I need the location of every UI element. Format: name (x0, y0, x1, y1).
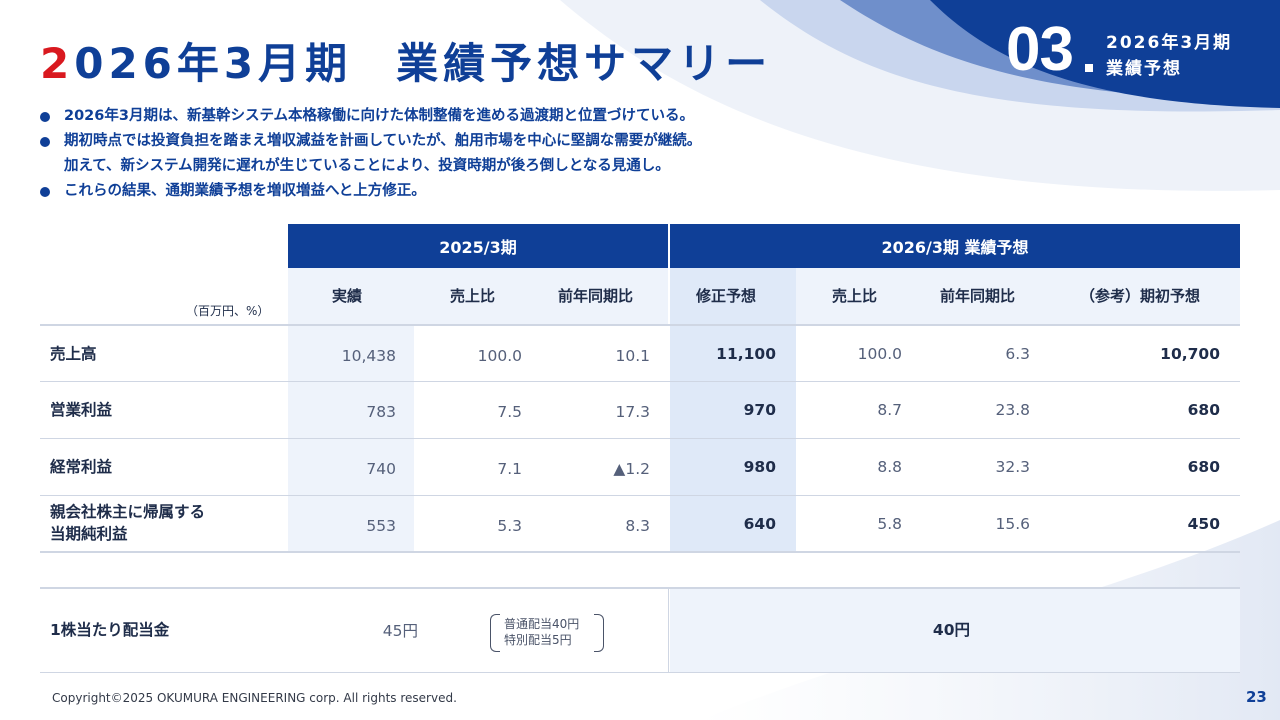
cell-op-revised: 970 (743, 401, 776, 419)
header-shade-prev (414, 268, 668, 324)
col-header-yoy-curr: 前年同期比 (940, 287, 1016, 305)
row-label-dividend: 1株当たり配当金 (50, 621, 170, 639)
cell-net-ratio-prev: 5.3 (497, 517, 522, 535)
bracket-left-icon (490, 614, 500, 652)
cell-net-actual: 553 (366, 517, 396, 535)
dividend-breakdown-note: 普通配当40円 特別配当5円 (490, 614, 604, 652)
cell-net-ratio-curr: 5.8 (877, 515, 902, 533)
header-shade-curr (796, 268, 1240, 324)
table-divider (40, 587, 1240, 589)
bullet-item: 2026年3月期は、新基幹システム本格稼働に向けた体制整備を進める過渡期と位置づ… (40, 104, 920, 129)
footer-copyright: Copyright©2025 OKUMURA ENGINEERING corp.… (52, 691, 457, 705)
bullet-dot-icon (40, 112, 50, 122)
table-divider (40, 324, 1240, 326)
col-header-revised: 修正予想 (696, 287, 757, 305)
cell-net-revised: 640 (743, 515, 776, 533)
cell-op-initial: 680 (1187, 401, 1220, 419)
bullet-item-continuation: 加えて、新システム開発に遅れが生じていることにより、投資時期が後ろ倒しとなる見通… (64, 158, 670, 174)
cell-dividend-curr: 40円 (932, 621, 970, 639)
col-header-ratio-prev: 売上比 (450, 287, 496, 305)
cell-ord-revised: 980 (743, 458, 776, 476)
cell-op-yoy-prev: 17.3 (615, 403, 650, 421)
row-label-sales: 売上高 (50, 345, 97, 363)
cell-op-yoy-curr: 23.8 (995, 401, 1030, 419)
dividend-note-ordinary: 普通配当40円 (504, 617, 580, 631)
cell-ord-yoy-prev: ▲1.2 (613, 460, 650, 478)
row-label-net-income: 親会社株主に帰属する 当期純利益 (50, 501, 205, 545)
section-dot (1085, 64, 1093, 72)
cell-dividend-prev: 45円 (382, 622, 418, 640)
table-divider (40, 495, 1240, 496)
page-number: 23 (1246, 688, 1267, 706)
bullet-item: これらの結果、通期業績予想を増収増益へと上方修正。 (40, 179, 920, 204)
cell-ord-ratio-prev: 7.1 (497, 460, 522, 478)
cell-ord-initial: 680 (1187, 458, 1220, 476)
cell-sales-yoy-prev: 10.1 (615, 347, 650, 365)
bullet-dot-icon (40, 187, 50, 197)
cell-op-actual: 783 (366, 403, 396, 421)
cell-op-ratio-prev: 7.5 (497, 403, 522, 421)
section-label-line2: 業績予想 (1106, 59, 1182, 79)
prev-actual-shade (288, 268, 414, 552)
table-divider (40, 438, 1240, 439)
section-number: 03 (1006, 15, 1074, 84)
table-divider (40, 672, 1240, 673)
cell-sales-yoy-curr: 6.3 (1005, 345, 1030, 363)
bullet-item: 期初時点では投資負担を踏まえ増収減益を計画していたが、舶用市場を中心に堅調な需要… (40, 129, 920, 154)
cell-sales-ratio-curr: 100.0 (857, 345, 902, 363)
bullet-dot-icon (40, 137, 50, 147)
cell-net-initial: 450 (1187, 515, 1220, 533)
cell-net-yoy-prev: 8.3 (625, 517, 650, 535)
row-label-ordinary-profit: 経常利益 (50, 458, 113, 476)
cell-sales-revised: 11,100 (716, 345, 776, 363)
cell-ord-actual: 740 (366, 460, 396, 478)
table-divider (40, 381, 1240, 382)
title-accent: 2 (40, 39, 75, 88)
title-period: 026年3月期 (74, 39, 353, 88)
group-header-2025: 2025/3期 (288, 224, 668, 268)
row-label-net-income-line2: 当期純利益 (50, 525, 128, 543)
row-label-net-income-line1: 親会社株主に帰属する (50, 503, 206, 521)
dividend-curr-shade (670, 588, 1240, 672)
col-header-yoy-prev: 前年同期比 (558, 287, 634, 305)
dividend-divider (668, 588, 669, 672)
unit-label: （百万円、%） (186, 304, 270, 318)
col-header-ratio-curr: 売上比 (832, 287, 878, 305)
table-divider (40, 551, 1240, 553)
page-title: 2026年3月期 業績予想サマリー (40, 30, 772, 91)
col-header-initial: （参考）期初予想 (1080, 287, 1201, 305)
summary-bullets: 2026年3月期は、新基幹システム本格稼働に向けた体制整備を進める過渡期と位置づ… (40, 104, 920, 204)
cell-sales-ratio-prev: 100.0 (477, 347, 522, 365)
cell-sales-actual: 10,438 (341, 347, 396, 365)
dividend-note-special: 特別配当5円 (504, 633, 572, 647)
bracket-right-icon (594, 614, 604, 652)
row-label-operating-profit: 営業利益 (50, 401, 113, 419)
cell-sales-initial: 10,700 (1160, 345, 1220, 363)
col-header-actual: 実績 (332, 287, 363, 305)
section-label: 2026年3月期 業績予想 (1106, 30, 1232, 82)
section-label-line1: 2026年3月期 (1106, 33, 1233, 53)
group-header-2026: 2026/3期 業績予想 (670, 224, 1240, 268)
title-subject: 業績予想サマリー (396, 39, 773, 88)
revised-forecast-shade (670, 268, 796, 552)
cell-ord-ratio-curr: 8.8 (877, 458, 902, 476)
cell-ord-yoy-curr: 32.3 (995, 458, 1030, 476)
cell-net-yoy-curr: 15.6 (995, 515, 1030, 533)
cell-op-ratio-curr: 8.7 (877, 401, 902, 419)
